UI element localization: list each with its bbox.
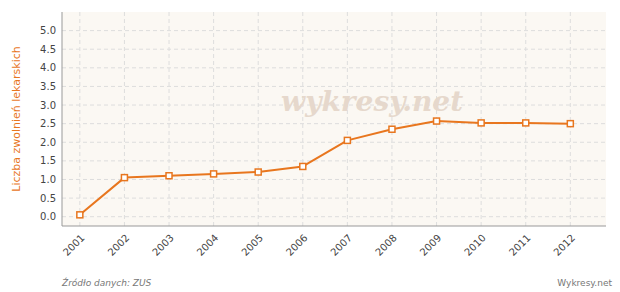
x-grid-line [79,12,80,226]
y-tick-label: 2.5 [40,118,56,129]
x-tick-label: 2011 [507,232,533,258]
y-tick-label: 4.0 [40,62,56,73]
x-grid-line [213,12,214,226]
y-grid-line [62,30,606,31]
marker [478,120,484,126]
y-tick-labels: 0.0 0.5 1.0 1.5 2.0 2.5 3.0 3.5 4.0 4.5 5.0 [40,25,56,222]
x-tick-label: 2001 [61,232,87,258]
x-tick-label: 2007 [328,232,354,258]
y-grid-line [62,216,606,217]
marker [77,212,83,218]
x-tick-label: 2005 [239,232,265,258]
x-tick-label: 2012 [551,232,577,258]
y-tick-label: 3.5 [40,81,56,92]
y-grid-line [62,179,606,180]
x-tick-label: 2008 [373,232,399,258]
y-tick-label: 1.5 [40,155,56,166]
x-tick-label: 2004 [195,232,221,258]
grid [62,12,606,226]
y-tick-label: 0.0 [40,211,56,222]
x-grid-line [258,12,259,226]
y-tick-label: 0.5 [40,193,56,204]
marker [166,173,172,179]
marker [389,126,395,132]
y-axis-label: Liczba zwolnień lekarskich [10,46,23,192]
y-tick-label: 3.0 [40,100,56,111]
y-grid-line [62,160,606,161]
marker [344,137,350,143]
line [80,121,570,215]
x-grid-line [124,12,125,226]
y-tick-label: 5.0 [40,25,56,36]
x-axis-line [62,226,606,227]
x-grid-line [391,12,392,226]
y-grid-line [62,198,606,199]
footer-text: Wykresy.net [557,278,612,288]
x-grid-line [481,12,482,226]
y-grid-line [62,49,606,50]
x-tick-label: 2003 [150,232,176,258]
marker [255,169,261,175]
y-grid-line [62,67,606,68]
plot-area [62,12,606,226]
x-tick-label: 2006 [284,232,310,258]
marker [300,163,306,169]
marker [567,121,573,127]
watermark: wykresy.net [281,85,463,118]
marker [121,175,127,181]
x-grid-line [302,12,303,226]
marker [211,171,217,177]
y-tick-label: 1.0 [40,174,56,185]
x-grid-line [169,12,170,226]
y-tick-label: 2.0 [40,137,56,148]
marker [523,120,529,126]
y-grid-line [62,142,606,143]
marker [434,118,440,124]
x-grid-line [570,12,571,226]
y-axis-line [62,12,63,226]
source-text: Źródło danych: ZUS [61,277,152,288]
x-grid-line [525,12,526,226]
series [77,118,573,218]
chart: wykresy.net 0.0 0.5 1.0 1.5 2.0 2.5 3.0 3.5 4.0 4.… [0,0,620,292]
x-tick-label: 2010 [462,232,488,258]
x-grid-line [347,12,348,226]
x-tick-label: 2002 [106,232,132,258]
y-tick-label: 4.5 [40,44,56,55]
x-tick-labels: 2001 2002 2003 2004 2005 2006 2007 2008 2009 2010… [61,232,577,258]
x-tick-label: 2009 [418,232,444,258]
